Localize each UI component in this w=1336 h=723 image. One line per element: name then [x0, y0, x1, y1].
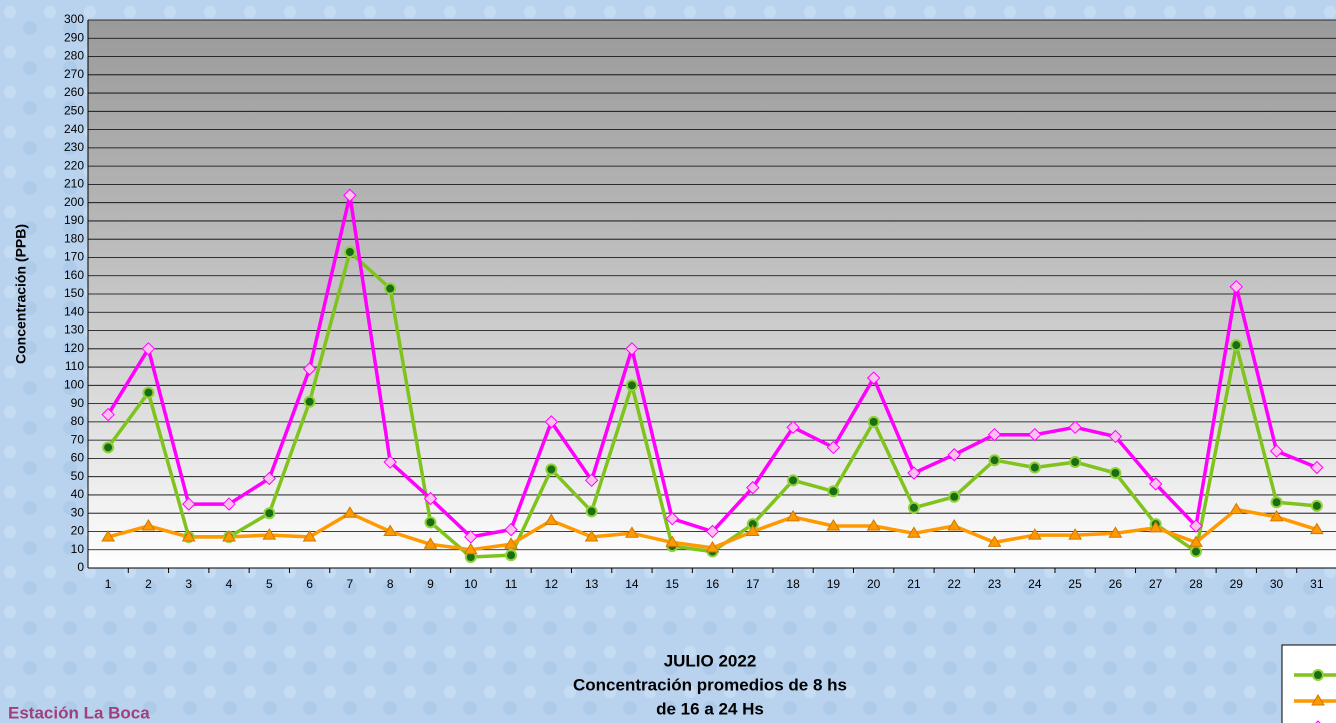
x-tick-label: 5 [266, 577, 273, 591]
point [264, 508, 274, 518]
x-tick-label: 19 [827, 577, 841, 591]
y-tick-label: 280 [64, 49, 84, 63]
x-tick-label: 7 [347, 577, 354, 591]
y-tick-label: 0 [77, 560, 84, 574]
chart-title: JULIO 2022 [664, 651, 757, 670]
x-tick-label: 31 [1310, 577, 1324, 591]
point [587, 506, 597, 516]
x-tick-label: 28 [1189, 577, 1203, 591]
point [990, 455, 1000, 465]
point [788, 475, 798, 485]
y-tick-label: 170 [64, 250, 84, 264]
y-tick-label: 130 [64, 323, 84, 337]
y-tick-label: 250 [64, 104, 84, 118]
x-tick-label: 2 [145, 577, 152, 591]
x-tick-label: 27 [1149, 577, 1163, 591]
y-tick-label: 120 [64, 341, 84, 355]
x-tick-label: 12 [545, 577, 559, 591]
y-tick-label: 70 [71, 432, 85, 446]
station-label: Estación La Boca [8, 703, 150, 722]
point [828, 486, 838, 496]
x-tick-label: 25 [1068, 577, 1082, 591]
x-tick-label: 26 [1109, 577, 1123, 591]
y-tick-label: 10 [71, 542, 85, 556]
x-tick-label: 6 [306, 577, 313, 591]
x-tick-label: 14 [625, 577, 639, 591]
x-tick-label: 13 [585, 577, 599, 591]
y-tick-label: 20 [71, 524, 85, 538]
x-tick-label: 10 [464, 577, 478, 591]
y-tick-label: 220 [64, 158, 84, 172]
point [103, 442, 113, 452]
y-tick-label: 50 [71, 469, 85, 483]
x-tick-label: 1 [105, 577, 112, 591]
x-tick-label: 9 [427, 577, 434, 591]
y-tick-label: 190 [64, 213, 84, 227]
x-tick-label: 20 [867, 577, 881, 591]
y-tick-label: 40 [71, 487, 85, 501]
y-tick-label: 260 [64, 85, 84, 99]
chart: Concentración (PPB) JULIO 2022 Concentra… [0, 0, 1336, 723]
point [1231, 340, 1241, 350]
point [949, 492, 959, 502]
legend-marker [1313, 670, 1323, 680]
y-tick-label: 300 [64, 12, 84, 26]
point [385, 284, 395, 294]
page: {"chart_data": {"type": "line", "title":… [0, 0, 1336, 723]
y-tick-label: 100 [64, 378, 84, 392]
x-tick-label: 22 [948, 577, 962, 591]
y-tick-label: 80 [71, 414, 85, 428]
point [1070, 457, 1080, 467]
y-tick-label: 90 [71, 396, 85, 410]
point [345, 247, 355, 257]
x-tick-label: 11 [505, 577, 518, 591]
y-tick-label: 240 [64, 122, 84, 136]
point [1312, 501, 1322, 511]
legend [1282, 645, 1336, 723]
x-tick-label: 15 [666, 577, 680, 591]
x-tick-label: 3 [185, 577, 192, 591]
x-tick-label: 23 [988, 577, 1002, 591]
x-tick-label: 4 [226, 577, 233, 591]
point [909, 503, 919, 513]
x-tick-label: 24 [1028, 577, 1042, 591]
y-tick-label: 150 [64, 286, 84, 300]
y-tick-label: 160 [64, 268, 84, 282]
x-tick-label: 8 [387, 577, 394, 591]
x-tick-label: 29 [1230, 577, 1244, 591]
point [1030, 463, 1040, 473]
y-tick-label: 110 [65, 359, 84, 373]
y-axis-label: Concentración (PPB) [13, 224, 29, 364]
point [305, 397, 315, 407]
y-tick-label: 270 [64, 67, 84, 81]
x-tick-label: 16 [706, 577, 720, 591]
y-tick-label: 200 [64, 195, 84, 209]
chart-subtitle: de 16 a 24 Hs [656, 699, 764, 718]
point [546, 464, 556, 474]
point [627, 380, 637, 390]
x-tick-label: 18 [786, 577, 800, 591]
x-tick-label: 17 [746, 577, 760, 591]
y-tick-label: 180 [64, 231, 84, 245]
point [869, 417, 879, 427]
x-tick-label: 21 [907, 577, 921, 591]
y-tick-label: 140 [64, 304, 84, 318]
y-tick-label: 210 [64, 177, 84, 191]
y-tick-label: 290 [64, 30, 84, 44]
point [1191, 547, 1201, 557]
point [1272, 497, 1282, 507]
chart-subtitle: Concentración promedios de 8 hs [573, 675, 847, 694]
x-tick-label: 30 [1270, 577, 1284, 591]
y-tick-label: 30 [71, 505, 85, 519]
point [425, 517, 435, 527]
point [1110, 468, 1120, 478]
y-tick-label: 60 [71, 451, 85, 465]
point [143, 388, 153, 398]
y-tick-label: 230 [64, 140, 84, 154]
point [506, 550, 516, 560]
